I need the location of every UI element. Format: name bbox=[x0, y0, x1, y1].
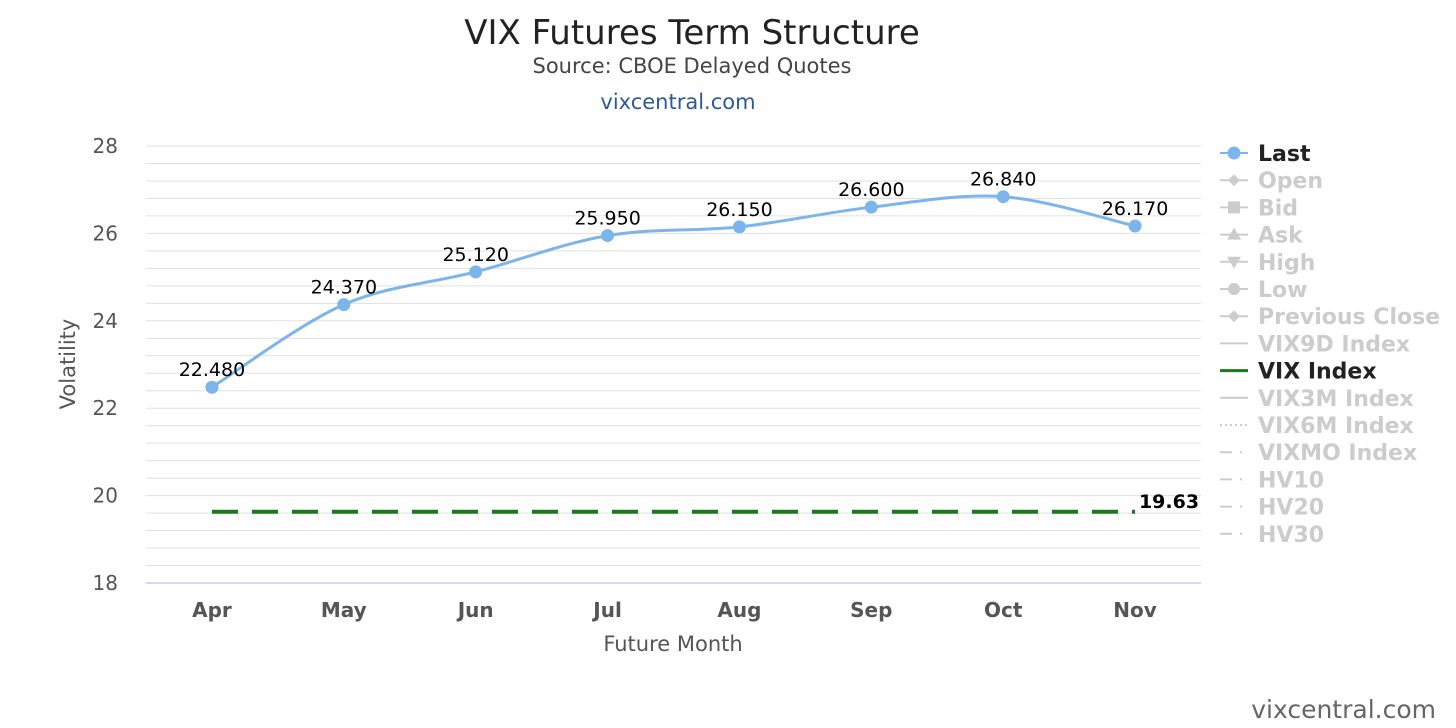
last-point[interactable] bbox=[469, 265, 483, 279]
y-tick-label: 22 bbox=[93, 396, 118, 420]
chart-subtitle: Source: CBOE Delayed Quotes bbox=[533, 54, 852, 78]
x-axis-title: Future Month bbox=[603, 632, 742, 656]
last-series: 22.480 24.370 25.120 25.950 26.150 26.600 26.8… bbox=[179, 169, 1168, 394]
legend-label: VIX3M Index bbox=[1258, 387, 1414, 412]
y-axis-title: Volatility bbox=[56, 319, 80, 410]
legend-label: VIX6M Index bbox=[1258, 414, 1414, 439]
last-data-label: 24.370 bbox=[311, 277, 377, 299]
y-tick-label: 28 bbox=[93, 134, 118, 158]
last-data-label: 26.840 bbox=[970, 169, 1036, 191]
x-tick-label: Jun bbox=[456, 598, 494, 622]
x-axis-ticks: Apr May Jun Jul Aug Sep Oct Nov bbox=[192, 598, 1157, 622]
legend-item[interactable]: HV30 bbox=[1220, 523, 1324, 548]
legend-item[interactable]: HV10 bbox=[1220, 468, 1324, 493]
legend-marker bbox=[1227, 146, 1241, 160]
last-data-label: 26.170 bbox=[1102, 198, 1168, 220]
y-tick-label: 24 bbox=[93, 309, 118, 333]
source-link[interactable]: vixcentral.com bbox=[600, 90, 755, 114]
x-tick-label: Nov bbox=[1113, 598, 1157, 622]
credit-watermark[interactable]: vixcentral.com bbox=[1251, 695, 1436, 724]
legend-label: Ask bbox=[1258, 224, 1304, 249]
y-axis-ticks: 18 20 22 24 26 28 bbox=[93, 134, 118, 595]
legend-label: High bbox=[1258, 251, 1315, 276]
legend-item[interactable]: Last bbox=[1220, 142, 1311, 167]
legend-item[interactable]: VIX Index bbox=[1220, 360, 1377, 385]
gridlines bbox=[146, 145, 1201, 584]
legend-marker bbox=[1228, 201, 1240, 214]
legend-marker bbox=[1228, 310, 1240, 323]
legend-label: Open bbox=[1258, 169, 1323, 194]
last-data-label: 26.150 bbox=[706, 199, 772, 221]
last-point[interactable] bbox=[205, 380, 219, 394]
legend-marker bbox=[1228, 283, 1240, 295]
legend-item[interactable]: Bid bbox=[1220, 196, 1298, 221]
legend-item[interactable]: VIX3M Index bbox=[1220, 387, 1414, 412]
last-data-label: 25.950 bbox=[574, 208, 640, 230]
legend-label: Bid bbox=[1258, 196, 1298, 221]
last-point[interactable] bbox=[1128, 219, 1142, 233]
legend-marker bbox=[1228, 174, 1240, 187]
y-tick-label: 26 bbox=[93, 221, 118, 245]
chart-title: VIX Futures Term Structure bbox=[464, 13, 920, 53]
y-tick-label: 20 bbox=[93, 484, 118, 508]
x-tick-label: Apr bbox=[192, 598, 232, 622]
legend-item[interactable]: VIX6M Index bbox=[1220, 414, 1414, 439]
legend-label: Low bbox=[1258, 278, 1307, 303]
last-point[interactable] bbox=[732, 220, 746, 234]
legend-item[interactable]: Low bbox=[1220, 278, 1307, 303]
legend-label: HV20 bbox=[1258, 496, 1324, 521]
legend-item[interactable]: Open bbox=[1220, 169, 1323, 194]
last-point[interactable] bbox=[996, 190, 1010, 204]
legend-item[interactable]: High bbox=[1220, 251, 1315, 276]
legend-item[interactable]: VIX9D Index bbox=[1220, 332, 1410, 357]
last-data-label: 25.120 bbox=[442, 244, 508, 266]
x-tick-label: Jul bbox=[591, 598, 622, 622]
legend-label: VIXMO Index bbox=[1258, 441, 1417, 466]
last-data-label: 26.600 bbox=[838, 179, 904, 201]
x-tick-label: Aug bbox=[717, 598, 761, 622]
x-tick-label: Oct bbox=[984, 598, 1023, 622]
x-tick-label: May bbox=[321, 598, 367, 622]
legend-label: VIX9D Index bbox=[1258, 332, 1410, 357]
legend-label: VIX Index bbox=[1258, 360, 1377, 385]
last-point[interactable] bbox=[601, 229, 615, 243]
legend-item[interactable]: VIXMO Index bbox=[1220, 441, 1417, 466]
legend-label: Last bbox=[1258, 142, 1311, 167]
vix-index-value-label: 19.63 bbox=[1139, 491, 1199, 513]
legend-item[interactable]: Previous Close bbox=[1220, 305, 1440, 330]
legend-label: Previous Close bbox=[1258, 305, 1440, 330]
last-point[interactable] bbox=[864, 200, 878, 214]
legend-marker bbox=[1227, 227, 1241, 240]
x-tick-label: Sep bbox=[850, 598, 892, 622]
last-point[interactable] bbox=[337, 298, 351, 312]
legend-label: HV30 bbox=[1258, 523, 1324, 548]
last-data-label: 22.480 bbox=[179, 359, 245, 381]
vix-index-series: 19.63 bbox=[211, 491, 1199, 514]
legend-item[interactable]: HV20 bbox=[1220, 496, 1324, 521]
legend-marker bbox=[1227, 256, 1241, 269]
legend-label: HV10 bbox=[1258, 468, 1324, 493]
legend-item[interactable]: Ask bbox=[1220, 224, 1304, 249]
y-tick-label: 18 bbox=[93, 571, 118, 595]
